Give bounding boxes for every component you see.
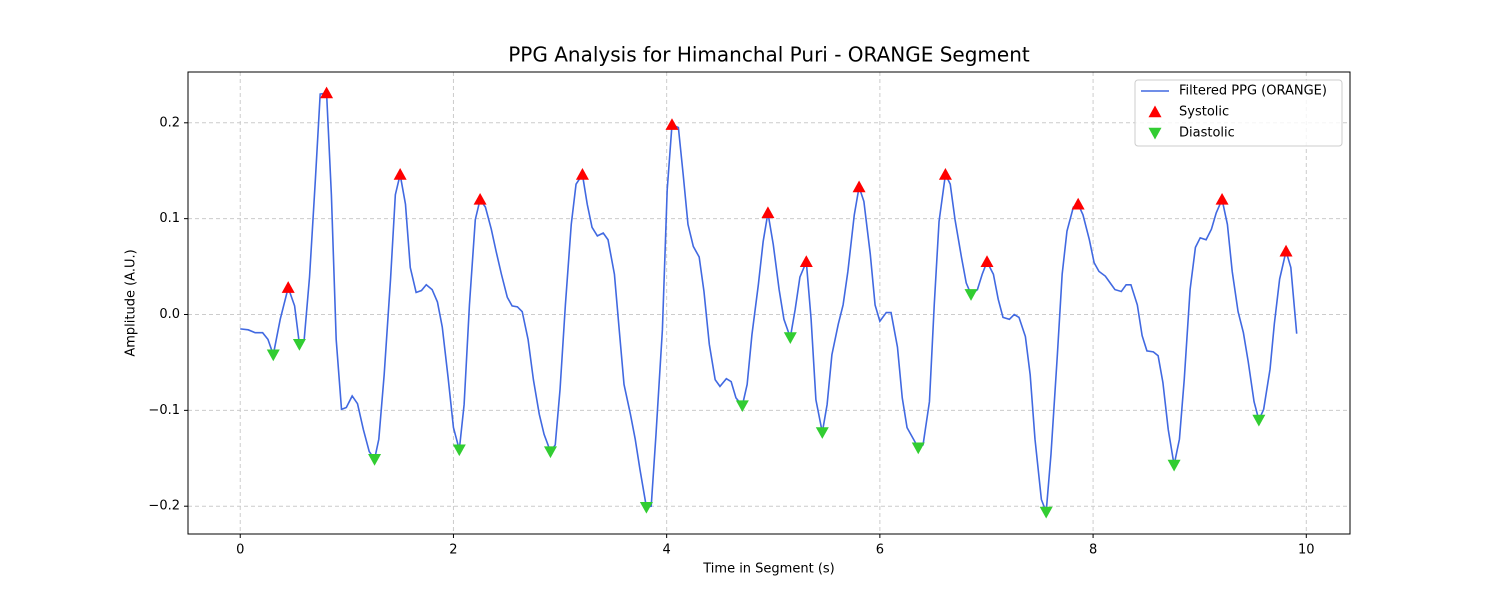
systolic-marker bbox=[320, 86, 334, 99]
x-tick-label: 2 bbox=[449, 543, 457, 558]
systolic-marker bbox=[393, 168, 407, 180]
legend-box bbox=[1134, 79, 1343, 147]
diastolic-marker bbox=[1039, 506, 1053, 519]
systolic-marker bbox=[473, 192, 487, 205]
systolic-marker bbox=[1071, 197, 1085, 210]
legend-swatch bbox=[1148, 127, 1162, 140]
systolic-marker bbox=[281, 281, 295, 293]
systolic-marker bbox=[761, 206, 775, 219]
diastolic-marker bbox=[815, 427, 829, 439]
diastolic-marker bbox=[1252, 414, 1266, 427]
diastolic-marker bbox=[452, 444, 466, 457]
diastolic-marker bbox=[368, 454, 382, 466]
systolic-marker bbox=[799, 255, 813, 267]
plot-area bbox=[240, 86, 1298, 519]
x-tick-label: 6 bbox=[876, 543, 884, 558]
diastolic-marker bbox=[1167, 459, 1181, 472]
y-tick-label: 0.0 bbox=[159, 307, 180, 322]
diastolic-marker bbox=[783, 332, 797, 345]
legend-label: Filtered PPG (ORANGE) bbox=[1179, 84, 1327, 99]
systolic-marker bbox=[1215, 192, 1229, 205]
y-tick-label: −0.1 bbox=[148, 403, 180, 418]
data-line bbox=[240, 92, 1298, 513]
y-tick-label: −0.2 bbox=[148, 499, 180, 514]
systolic-marker bbox=[1279, 244, 1293, 257]
legend-swatch bbox=[1148, 105, 1162, 118]
legend: Filtered PPG (ORANGE) Systolic Diastolic bbox=[1134, 79, 1343, 147]
systolic-marker bbox=[665, 118, 679, 130]
diastolic-marker bbox=[964, 289, 978, 301]
diastolic-marker bbox=[735, 400, 749, 413]
systolic-marker bbox=[852, 180, 866, 193]
chart-title: PPG Analysis for Himanchal Puri - ORANGE… bbox=[508, 43, 1030, 67]
systolic-marker bbox=[575, 168, 589, 180]
diastolic-marker bbox=[543, 446, 557, 459]
x-axis-label: Time in Segment (s) bbox=[702, 562, 834, 577]
diastolic-marker bbox=[911, 442, 925, 455]
axes-frame bbox=[187, 71, 1351, 535]
x-tick-label: 10 bbox=[1298, 543, 1315, 558]
diastolic-marker bbox=[639, 501, 653, 514]
systolic-marker bbox=[938, 168, 952, 180]
legend-label: Diastolic bbox=[1179, 126, 1235, 141]
x-tick-label: 8 bbox=[1089, 543, 1097, 558]
diastolic-marker bbox=[292, 339, 306, 351]
legend-label: Systolic bbox=[1179, 105, 1229, 120]
y-tick-label: 0.2 bbox=[159, 115, 180, 130]
x-tick-label: 4 bbox=[663, 543, 671, 558]
grid: 0 2 4 6 8 10 −0.2 −0.1 0.0 0.1 0.2 bbox=[148, 72, 1350, 558]
x-tick-label: 0 bbox=[236, 543, 244, 558]
y-tick-label: 0.1 bbox=[159, 211, 180, 226]
systolic-marker bbox=[980, 255, 994, 267]
diastolic-marker bbox=[266, 349, 280, 362]
y-axis-label: Amplitude (A.U.) bbox=[124, 249, 139, 356]
